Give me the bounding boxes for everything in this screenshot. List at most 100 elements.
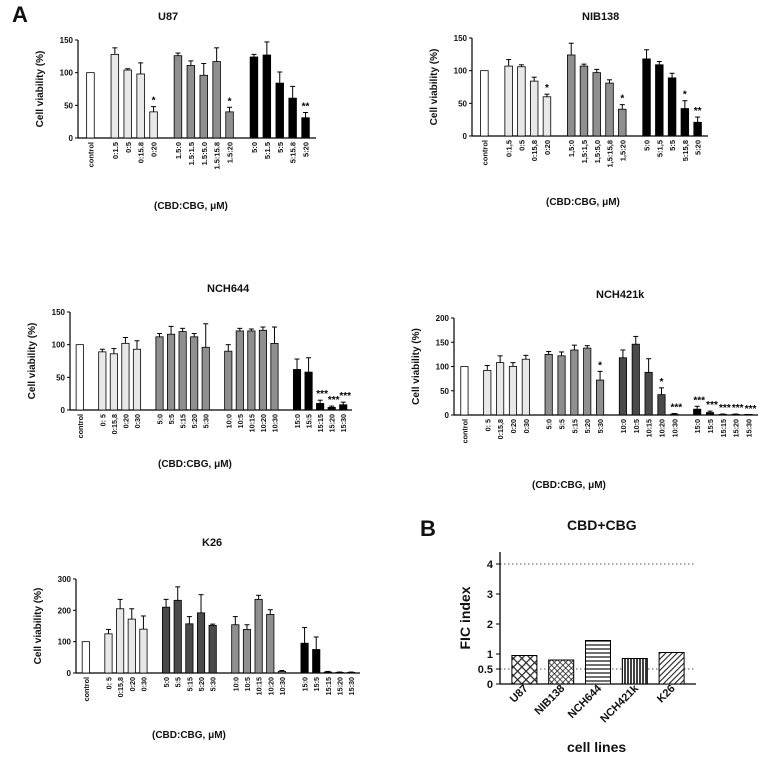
bar [570,349,579,416]
x-tick-label: 5:1.5 [263,142,272,159]
y-tick-label: 3 [487,589,493,601]
x-tick-label: 5:30 [596,419,605,433]
bar [81,641,90,674]
x-tick-label: 0: 5 [98,414,107,426]
x-tick-label: 0:15,8 [530,140,539,161]
bar [529,80,539,137]
bar [275,82,284,139]
x-tick-label: 15:15 [324,677,333,695]
y-axis-label: Cell viability (%) [27,323,38,400]
bar [642,58,651,137]
significance-mark: *** [732,403,744,414]
x-tick-label: NIB138 [532,683,567,718]
significance-mark: * [152,96,156,107]
x-tick-label: 0:15,8 [496,419,505,439]
chart-k26: K26 Cell viability (%) 0 100 200 300 control 0:… [33,537,360,741]
y-tick-label: 4 [487,559,494,571]
bar [185,623,194,674]
bar [693,121,702,137]
bar [155,336,164,411]
y-tick-label: 2 [487,619,493,631]
y-axis-label: Cell viability (%) [35,51,46,128]
y-tick-label: 200 [58,606,72,615]
x-tick-label: 5:20 [694,140,703,155]
chart-title: K26 [202,537,222,549]
bar [212,61,221,139]
x-tick-label: 5:15 [185,677,194,691]
x-tick-label: 5:15,8 [681,140,690,161]
bar [208,624,217,674]
x-tick-label: 0:1,5 [505,140,514,157]
x-tick-label: 0:30 [139,677,148,691]
bar [542,96,552,137]
x-tick-label: 10:30 [278,677,287,695]
bar [75,344,84,411]
x-tick-label: 0:20 [128,677,137,691]
x-tick-label: 5:20 [583,419,592,433]
bar [178,331,187,411]
bar [288,97,297,139]
y-tick-label: 0 [69,134,74,143]
bar [300,642,309,674]
x-tick-label: 0:30 [133,414,142,428]
bar [618,108,627,137]
x-tick-label: 15:30 [745,419,754,437]
x-tick-label: 0:15,8 [116,677,125,697]
y-tick-label: 100 [454,67,468,76]
x-tick-label: 0:20 [150,142,159,157]
x-tick-label: control [460,419,469,443]
x-tick-label: 15:15 [316,414,325,432]
bar [557,355,566,416]
bar [132,348,142,411]
y-axis-label: FIC index [457,586,473,649]
x-tick-label: 0:15,8 [110,414,119,434]
chart-nib138: NIB138 Cell viability (%) 0 50 100 150 control… [429,11,708,208]
x-tick-label: 1,5:20 [618,140,627,161]
significance-mark: *** [339,391,351,402]
x-axis-label: (CBD:CBG, μM) [152,730,226,741]
y-tick-label: 100 [436,363,450,372]
x-tick-label: 5:15 [179,414,188,428]
x-tick-label: 5:20 [190,414,199,428]
x-tick-label: K26 [655,683,678,706]
y-tick-label: 150 [60,36,74,45]
bar [249,56,259,139]
y-tick-label: 0 [445,411,450,420]
x-tick-label: 0:5 [124,142,133,153]
bar [323,671,332,674]
bar [199,74,208,139]
x-tick-label: 0:15.8 [137,142,146,163]
y-tick-label: 0 [463,132,468,141]
bar [262,54,272,139]
x-tick-label: 1,5:0 [567,140,576,157]
y-axis-label: Cell viability (%) [429,49,440,126]
x-tick-label: 5:0 [156,414,165,424]
y-tick-label: 50 [458,99,467,108]
panel-a-label: A [12,2,28,27]
bar [644,371,653,416]
bar [254,598,263,674]
bar [292,369,302,411]
x-tick-label: 10:5 [236,414,245,428]
bar [496,362,505,416]
x-tick-label: 5:15.8 [289,142,298,163]
x-tick-label: 10:5 [243,677,252,691]
bar [511,655,538,685]
bar [657,394,666,416]
x-tick-label: 10:30 [670,419,679,437]
bar [173,55,183,139]
x-tick-label: 5:15 [570,419,579,433]
x-tick-label: 5:30 [209,677,218,691]
y-tick-label: 50 [64,101,73,110]
x-tick-label: 5:30 [202,414,211,428]
x-tick-label: 15:5 [305,414,314,428]
chart-title: NCH644 [207,283,250,295]
x-tick-label: 10:20 [259,414,268,432]
x-tick-label: 0: 5 [104,677,113,689]
bar [312,649,321,674]
chart-title: NIB138 [582,11,619,23]
y-tick-label: 0 [61,406,66,415]
y-tick-label: 100 [60,69,74,78]
